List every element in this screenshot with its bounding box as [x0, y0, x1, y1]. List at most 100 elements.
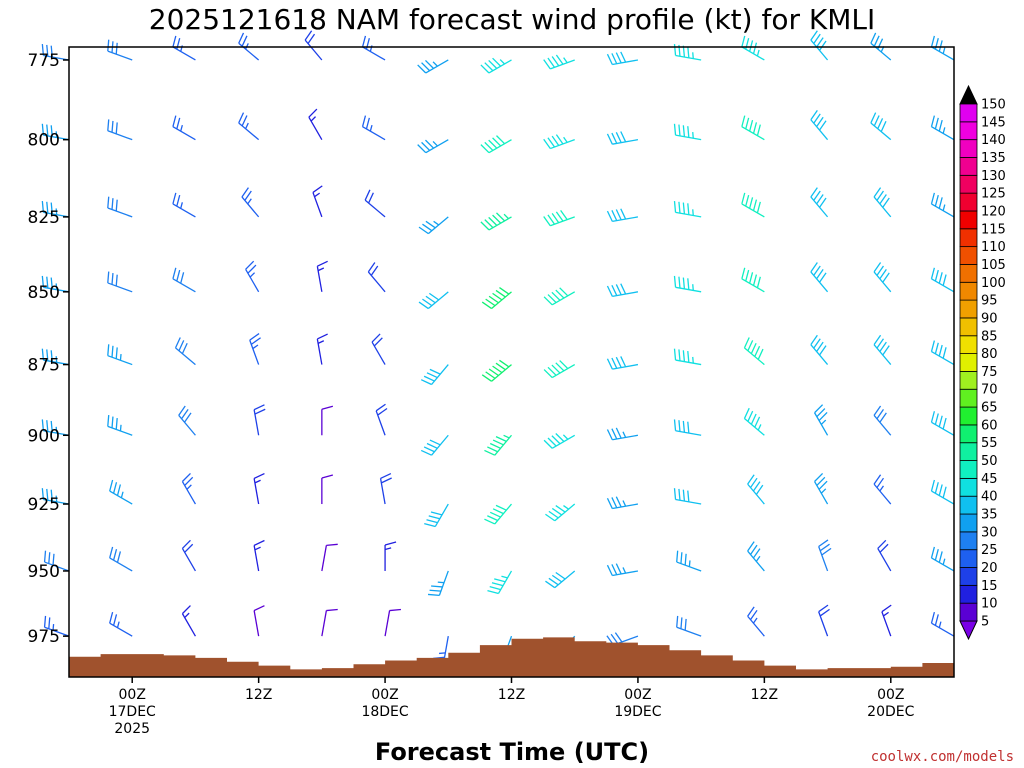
y-tick-label: 950 [28, 562, 60, 582]
barb-full-flag [555, 54, 564, 65]
wind-barb [743, 407, 765, 436]
barb-half-flag [120, 491, 124, 498]
barb-full-flag [487, 446, 498, 453]
barb-full-flag [41, 123, 45, 136]
x-tick-label: 19DEC [614, 704, 661, 720]
barb-full-flag [930, 340, 936, 352]
colorbar-swatch [959, 317, 978, 337]
barb-full-flag [321, 474, 334, 479]
barb-full-flag [429, 368, 441, 375]
barb-full-flag [368, 192, 374, 204]
barb-full-flag [682, 420, 686, 433]
credit-link[interactable]: coolwx.com/models [871, 749, 1014, 765]
barb-full-flag [253, 404, 265, 411]
wind-barb [321, 405, 334, 436]
barb-full-flag [543, 138, 551, 149]
barb-full-flag [615, 563, 622, 575]
x-tick-label: 12Z [245, 687, 272, 703]
barb-half-flag [755, 555, 761, 562]
colorbar-swatch [959, 157, 978, 176]
barb-full-flag [615, 132, 622, 143]
barb-full-flag [678, 488, 681, 501]
barb-full-flag [682, 489, 686, 502]
barb-full-flag [238, 32, 245, 44]
barb-full-flag [873, 115, 880, 127]
barb-full-flag [555, 362, 565, 372]
barb-full-flag [247, 264, 257, 274]
barb-full-flag [183, 412, 192, 423]
barb-full-flag [876, 338, 884, 349]
barb-full-flag [115, 42, 118, 55]
barb-half-flag [756, 49, 760, 57]
barb-full-flag [819, 197, 827, 208]
barb-full-flag [111, 416, 114, 428]
y-tick-label: 975 [28, 627, 60, 647]
barb-half-flag [119, 424, 122, 432]
barb-full-flag [687, 46, 690, 58]
barb-full-flag [747, 410, 754, 422]
wind-barb [545, 503, 576, 522]
barb-half-flag [692, 52, 694, 59]
barb-full-flag [547, 437, 557, 447]
barb-full-flag [115, 347, 118, 359]
barb-full-flag [615, 496, 622, 508]
wind-barb [253, 605, 265, 637]
barb-full-flag [41, 200, 45, 213]
wind-barb [543, 134, 575, 150]
barb-full-flag [115, 199, 118, 212]
colorbar-label: 50 [981, 454, 998, 469]
barb-full-flag [184, 543, 194, 553]
barb-full-flag [606, 564, 613, 576]
barb-half-flag [820, 488, 827, 494]
barb-full-flag [678, 276, 681, 289]
barb-full-flag [426, 372, 438, 379]
wind-barb [606, 427, 639, 441]
barb-half-flag [688, 560, 691, 567]
wind-barb [930, 611, 955, 637]
barb-full-flag [364, 189, 371, 201]
barb-full-flag [109, 479, 114, 492]
barb-half-flag [942, 47, 946, 54]
barb-full-flag [810, 262, 818, 273]
barb-full-flag [326, 543, 338, 547]
barb-full-flag [934, 413, 939, 425]
barb-half-flag [432, 141, 438, 147]
barb-full-flag [46, 420, 49, 432]
colorbar-swatch [959, 424, 978, 444]
barb-full-flag [244, 190, 252, 201]
barb-full-flag [555, 505, 566, 513]
barb-full-flag [48, 617, 51, 629]
barb-half-flag [563, 57, 568, 64]
wind-barb [481, 287, 512, 310]
barb-full-flag [880, 121, 887, 132]
barb-full-flag [427, 593, 440, 597]
barb-full-flag [484, 518, 496, 525]
barb-full-flag [551, 435, 561, 445]
barb-half-flag [180, 124, 183, 132]
barb-full-flag [814, 404, 824, 414]
barb-full-flag [389, 608, 401, 612]
barb-full-flag [381, 477, 392, 484]
barb-full-flag [750, 609, 758, 621]
wind-barb [107, 344, 133, 366]
barb-full-flag [756, 276, 761, 288]
barb-full-flag [606, 497, 613, 509]
barb-full-flag [176, 194, 181, 207]
barb-full-flag [181, 343, 188, 354]
barb-full-flag [620, 356, 627, 368]
barb-full-flag [559, 287, 569, 297]
barb-full-flag [365, 117, 370, 130]
barb-half-flag [879, 485, 884, 492]
wind-barb [245, 260, 260, 293]
wind-barb [930, 267, 955, 293]
barb-full-flag [46, 124, 49, 136]
wind-barb [930, 546, 955, 572]
colorbar-label: 125 [981, 187, 1006, 202]
barb-full-flag [41, 275, 45, 288]
colorbar-swatch [959, 103, 978, 123]
barb-full-flag [495, 436, 507, 442]
barb-full-flag [934, 117, 939, 130]
barb-full-flag [810, 110, 818, 121]
barb-full-flag [620, 283, 627, 295]
barb-full-flag [547, 294, 557, 304]
